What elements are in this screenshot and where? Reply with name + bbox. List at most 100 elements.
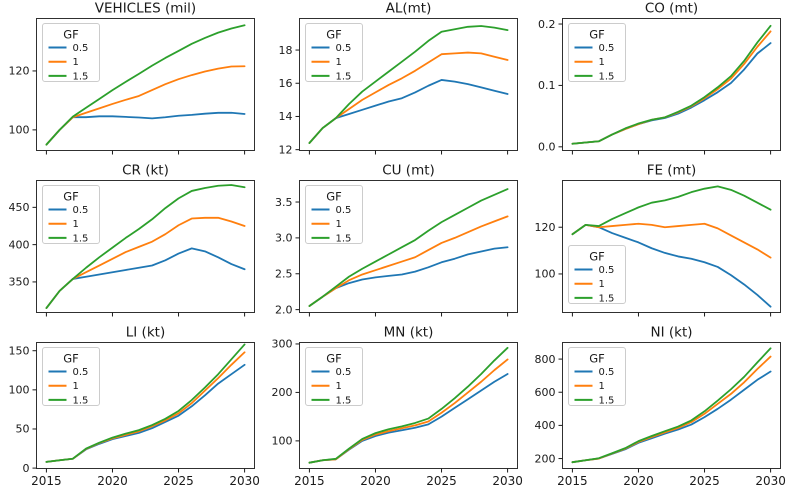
y-tick-label: 800: [535, 353, 556, 366]
legend: GF0.5 1 1.5: [305, 347, 363, 406]
y-tick-label: 14: [279, 110, 293, 123]
legend-title: GF: [63, 28, 79, 42]
y-tick-label: 50: [16, 423, 30, 436]
y-tick-label: 0.0: [538, 141, 556, 154]
chart-title: MN (kt): [384, 325, 434, 341]
plot-frame: [36, 342, 255, 469]
legend-box: [42, 347, 100, 406]
legend-title: GF: [326, 352, 342, 366]
legend-label: 1: [73, 57, 79, 68]
y-tick-label: 120: [535, 221, 556, 234]
x-tick-label: 2025: [689, 474, 720, 486]
legend-box: [42, 185, 100, 244]
legend-label: 1: [336, 219, 342, 230]
x-tick-label: 2025: [163, 474, 194, 486]
x-tick-label: 2030: [755, 474, 786, 486]
y-tick-label: 200: [272, 386, 293, 399]
series-line-gf-1: [308, 215, 509, 307]
chart-canvas: CR (kt) 350 400 450 GF0.5 1 1.5: [9, 163, 255, 317]
subplot-li: LI (kt) 0 50 100 150 2015 2020 2025 2030 GF 0.5 1 1.…: [0, 324, 263, 486]
legend: GF0.5 1 1.5: [42, 185, 100, 244]
subplot-cu: CU (mt) 2.0 2.5 3.0 3.5 GF 0.5 1 1.5: [263, 162, 526, 324]
series-line-gf-1.5: [571, 185, 772, 236]
legend-label: 1: [599, 381, 605, 392]
legend-label: 1: [73, 381, 79, 392]
legend: GF0.5 1 1.5: [42, 23, 100, 82]
y-tick-label: 100: [9, 124, 30, 137]
subplot-ni: NI (kt) 200 400 600 800 2015 2020 2025 2030 GF 0.5…: [526, 324, 788, 486]
chart-canvas: CO (mt) 0.0 0.1 0.2 GF0.5 1 1.5: [538, 1, 781, 155]
y-tick-label: 100: [9, 384, 30, 397]
series-line-gf-1.5: [45, 343, 246, 463]
legend-label: 0.5: [599, 367, 615, 378]
y-tick-label: 150: [9, 344, 30, 357]
legend-box: [568, 245, 626, 304]
chart-title: VEHICLES (mil): [95, 1, 196, 17]
series-line-gf-1.5: [308, 25, 509, 144]
legend-label: 1.5: [336, 395, 352, 406]
y-tick-label: 12: [279, 143, 293, 156]
y-tick-label: 400: [9, 238, 30, 251]
series-line-gf-1.5: [308, 188, 509, 307]
y-tick-label: 120: [9, 65, 30, 78]
series-line-gf-1: [571, 222, 772, 259]
legend-label: 0.5: [599, 265, 615, 276]
legend: GF0.5 1 1.5: [305, 23, 363, 82]
x-tick-label: 2020: [360, 474, 391, 486]
series-line-gf-1.5: [45, 184, 246, 309]
plot-frame: [562, 342, 781, 469]
legend-label: 0.5: [336, 205, 352, 216]
legend-label: 1.5: [73, 71, 89, 82]
subplot-fe: FE (mt) 100 120 GF 0.5 1 1.5: [526, 162, 788, 324]
chart-title: NI (kt): [650, 325, 692, 341]
y-tick-label: 0: [23, 462, 30, 475]
legend-label: 1: [336, 57, 342, 68]
legend: GF0.5 1 1.5: [305, 185, 363, 244]
legend-box: [305, 185, 363, 244]
legend-label: 1: [73, 219, 79, 230]
legend-title: GF: [326, 28, 342, 42]
plot-frame: [36, 18, 255, 151]
series-line-gf-1.5: [45, 24, 246, 146]
x-tick-label: 2030: [492, 474, 523, 486]
legend-label: 1: [336, 381, 342, 392]
chart-title: CR (kt): [122, 163, 169, 179]
legend-label: 1: [599, 279, 605, 290]
x-tick-label: 2015: [557, 474, 588, 486]
legend-title: GF: [63, 352, 79, 366]
y-tick-label: 3.5: [275, 196, 293, 209]
plot-frame: [299, 18, 518, 151]
legend-label: 0.5: [73, 205, 89, 216]
series-line-gf-1.5: [571, 347, 772, 464]
series-line-gf-1: [308, 51, 509, 144]
legend-label: 1: [599, 57, 605, 68]
series-line-gf-0.5: [571, 223, 772, 308]
legend-box: [305, 347, 363, 406]
legend-label: 1.5: [599, 71, 615, 82]
legend-label: 0.5: [336, 367, 352, 378]
legend-title: GF: [589, 250, 605, 264]
subplot-cr: CR (kt) 350 400 450 GF 0.5 1 1.5: [0, 162, 263, 324]
y-tick-label: 16: [279, 77, 293, 90]
chart-title: CO (mt): [645, 1, 698, 17]
chart-title: LI (kt): [126, 325, 165, 341]
y-tick-label: 100: [535, 268, 556, 281]
legend-title: GF: [589, 28, 605, 42]
x-tick-label: 2025: [426, 474, 457, 486]
legend-box: [568, 347, 626, 406]
series-line-gf-0.5: [45, 247, 246, 309]
chart-canvas: LI (kt) 0 50 100 150 2015 2020 2025 2030 GF0.5 1 1.…: [9, 325, 260, 486]
legend-box: [568, 23, 626, 82]
y-tick-label: 300: [272, 338, 293, 351]
y-tick-label: 18: [279, 44, 293, 57]
legend-label: 1.5: [599, 293, 615, 304]
y-tick-label: 0.1: [538, 79, 556, 92]
plot-frame: [562, 18, 781, 151]
chart-title: AL(mt): [386, 1, 432, 17]
legend-label: 1.5: [336, 233, 352, 244]
y-tick-label: 450: [9, 201, 30, 214]
legend: GF0.5 1 1.5: [42, 347, 100, 406]
y-tick-label: 600: [535, 386, 556, 399]
subplot-al: AL(mt) 12 14 16 18 GF 0.5 1 1.5: [263, 0, 526, 162]
series-line-gf-1.5: [571, 24, 772, 145]
